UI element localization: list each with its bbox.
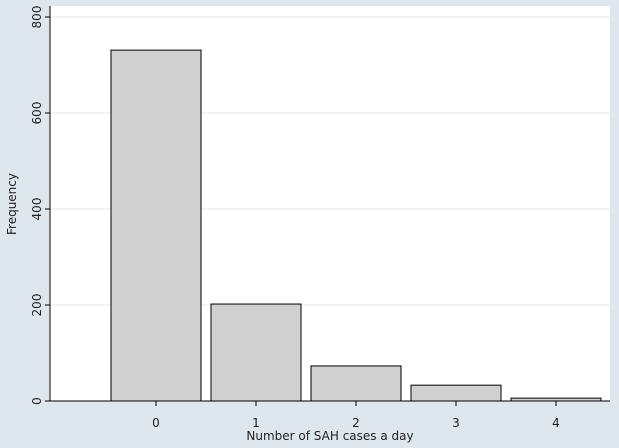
x-tick-label: 3 [452, 416, 460, 430]
x-tick-label: 4 [552, 416, 560, 430]
x-tick-label: 0 [152, 416, 160, 430]
bar [210, 303, 302, 402]
x-tick-label: 2 [352, 416, 360, 430]
y-tick-label: 600 [30, 102, 44, 125]
bar [310, 365, 402, 402]
bar [410, 384, 502, 402]
y-tick-label: 800 [30, 6, 44, 29]
y-tick-label: 200 [30, 294, 44, 317]
y-tick-label: 400 [30, 198, 44, 221]
x-tick-label: 1 [252, 416, 260, 430]
x-axis-label: Number of SAH cases a day [246, 429, 413, 443]
y-axis-label: Frequency [5, 173, 19, 235]
y-tick-label: 0 [30, 397, 44, 405]
bar [110, 49, 202, 402]
